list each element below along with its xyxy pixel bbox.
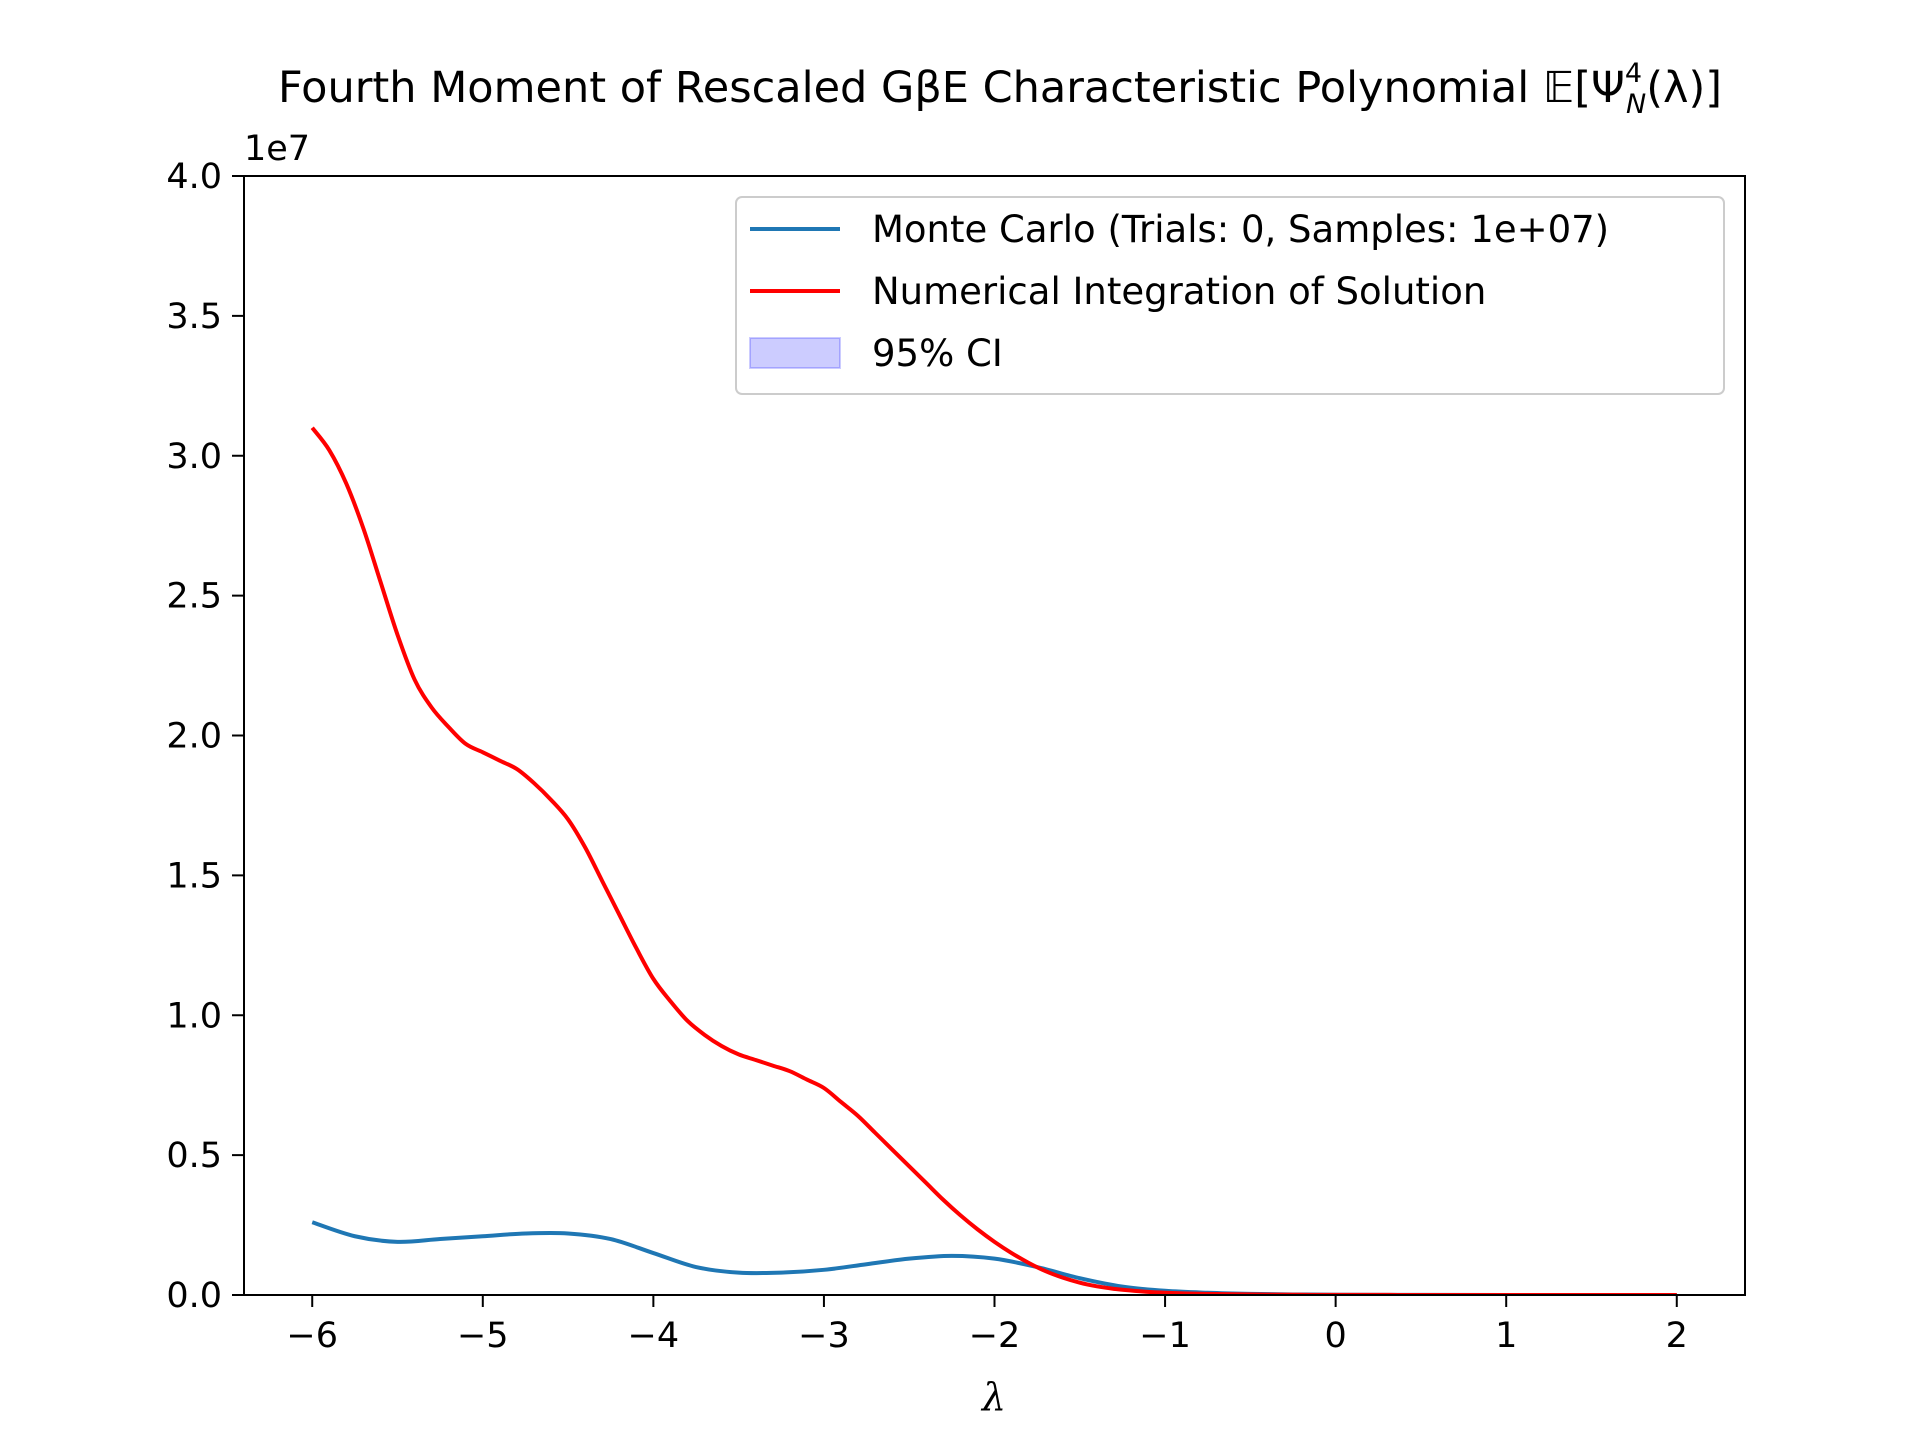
- x-axis-label: λ: [980, 1375, 1006, 1419]
- x-axis: −6 −5 −4 −3 −2 −1 0 1 2: [286, 1295, 1688, 1356]
- series-line-numerical-integration: [310, 426, 1677, 1295]
- legend: Monte Carlo (Trials: 0, Samples: 1e+07) …: [735, 196, 1725, 395]
- y-tick-label: 3.0: [166, 437, 222, 477]
- y-axis: 0.0 0.5 1.0 1.5 2.0 2.5 3.0 3.5 4.0: [166, 157, 244, 1316]
- title-superscript: 4: [1625, 58, 1642, 89]
- y-tick-label: 1.5: [166, 856, 222, 896]
- title-subscript: N: [1626, 89, 1646, 120]
- x-tick-label: 1: [1495, 1316, 1517, 1356]
- x-tick-label: −1: [1139, 1316, 1191, 1356]
- legend-label-ci: 95% CI: [872, 332, 1003, 375]
- x-tick-label: −4: [628, 1316, 680, 1356]
- y-tick-label: 4.0: [166, 157, 222, 197]
- legend-box: [735, 196, 1725, 395]
- legend-label-numerical-integration: Numerical Integration of Solution: [872, 270, 1486, 313]
- y-offset-label: 1e7: [244, 129, 310, 169]
- y-tick-label: 0.5: [166, 1136, 222, 1176]
- x-tick-label: 0: [1324, 1316, 1346, 1356]
- legend-swatch-ci: [749, 337, 841, 369]
- y-tick-label: 2.5: [166, 577, 222, 617]
- title-tail: (λ)]: [1646, 63, 1722, 113]
- y-tick-label: 3.5: [166, 297, 222, 337]
- y-tick-label: 1.0: [166, 996, 222, 1036]
- legend-label-monte-carlo: Monte Carlo (Trials: 0, Samples: 1e+07): [872, 208, 1609, 251]
- series-line-monte-carlo: [311, 1220, 1677, 1295]
- x-tick-label: −5: [457, 1316, 509, 1356]
- x-tick-label: −2: [969, 1316, 1021, 1356]
- y-tick-label: 2.0: [166, 717, 222, 757]
- x-tick-label: −6: [286, 1316, 338, 1356]
- x-tick-label: 2: [1666, 1316, 1688, 1356]
- chart-title: Fourth Moment of Rescaled GβE Characteri…: [278, 58, 1722, 120]
- x-tick-label: −3: [798, 1316, 850, 1356]
- y-tick-label: 0.0: [166, 1276, 222, 1316]
